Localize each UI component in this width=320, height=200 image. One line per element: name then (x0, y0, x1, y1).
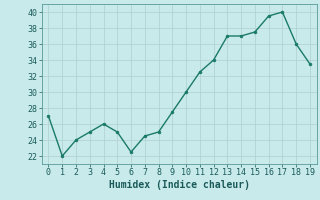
X-axis label: Humidex (Indice chaleur): Humidex (Indice chaleur) (109, 180, 250, 190)
